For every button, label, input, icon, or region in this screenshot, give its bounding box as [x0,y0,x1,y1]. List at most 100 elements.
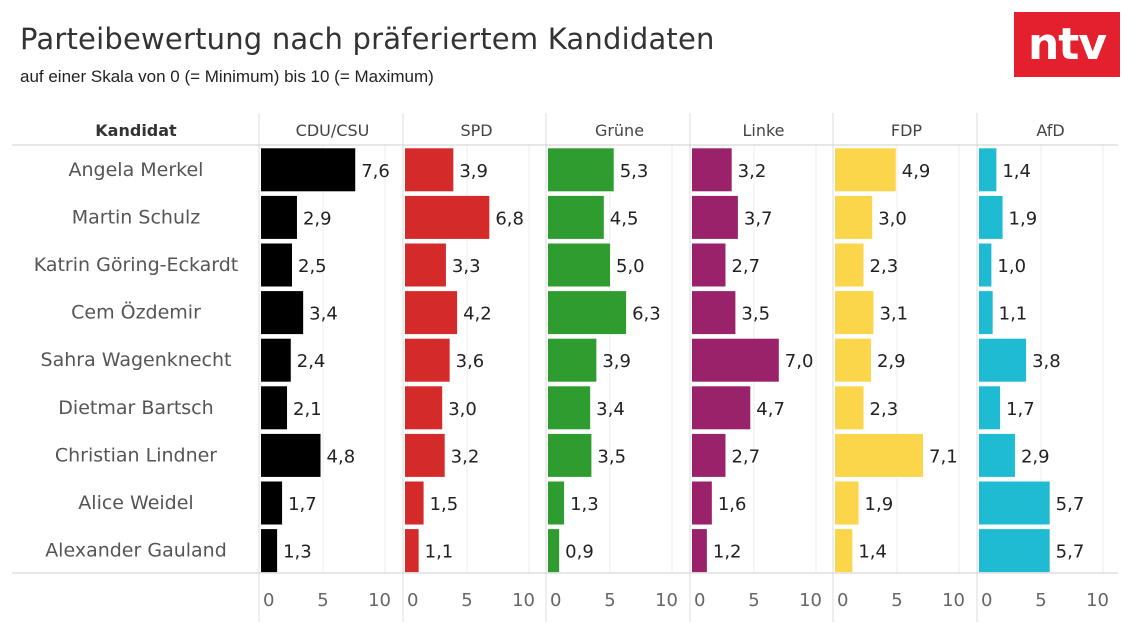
value-label-spd-7: 3,2 [451,446,480,467]
tick-label-afd-0: 0 [981,590,992,611]
bar-fdp-2 [835,195,873,239]
bar-cducsu-9 [261,529,278,573]
bar-afd-6 [979,386,1001,430]
value-label-spd-6: 3,0 [448,399,477,420]
value-label-fdp-1: 4,9 [902,161,931,182]
value-label-grne-5: 3,9 [602,351,631,372]
tick-label-linke-0: 0 [694,590,705,611]
tick-label-linke-10: 10 [799,590,822,611]
value-label-afd-9: 5,7 [1056,542,1085,563]
tick-label-fdp-5: 5 [891,590,902,611]
bar-grne-7 [548,433,592,477]
value-label-fdp-4: 3,1 [879,304,908,325]
bar-afd-1 [979,148,997,192]
bar-afd-9 [979,529,1050,573]
bar-spd-7 [405,433,445,477]
value-label-grne-1: 5,3 [620,161,649,182]
value-label-afd-5: 3,8 [1032,351,1061,372]
bar-linke-3 [692,243,726,287]
bar-linke-7 [692,433,726,477]
chart-title: Parteibewertung nach präferiertem Kandid… [20,22,715,56]
bar-afd-2 [979,195,1003,239]
bar-linke-2 [692,195,738,239]
bar-afd-3 [979,243,992,287]
value-label-cducsu-7: 4,8 [327,446,356,467]
value-label-afd-4: 1,1 [999,304,1028,325]
category-label: Katrin Göring-Eckardt [34,254,239,276]
bar-spd-8 [405,481,424,525]
bar-grne-8 [548,481,565,525]
bar-linke-8 [692,481,712,525]
value-label-linke-4: 3,5 [741,304,770,325]
bar-linke-4 [692,291,736,335]
category-label: Martin Schulz [72,206,201,228]
tick-label-cducsu-0: 0 [263,590,274,611]
value-label-cducsu-9: 1,3 [283,542,312,563]
value-label-afd-2: 1,9 [1009,208,1038,229]
value-label-linke-2: 3,7 [744,208,773,229]
value-label-cducsu-5: 2,4 [297,351,326,372]
tick-label-cducsu-5: 5 [317,590,328,611]
bar-cducsu-1 [261,148,356,192]
value-label-afd-6: 1,7 [1006,399,1035,420]
bar-grne-9 [548,529,560,573]
value-label-grne-6: 3,4 [596,399,625,420]
value-label-spd-5: 3,6 [456,351,485,372]
value-label-cducsu-8: 1,7 [288,494,317,515]
category-label: Angela Merkel [69,159,204,181]
bar-afd-4 [979,291,993,335]
value-label-fdp-8: 1,9 [865,494,894,515]
row-header: Kandidat [95,121,177,140]
value-label-spd-4: 4,2 [463,304,492,325]
value-label-fdp-3: 2,3 [870,256,899,277]
bar-cducsu-4 [261,291,304,335]
bar-spd-3 [405,243,446,287]
chart-subtitle: auf einer Skala von 0 (= Minimum) bis 10… [20,67,434,86]
bar-cducsu-2 [261,195,297,239]
tick-label-grne-0: 0 [550,590,561,611]
category-label: Dietmar Bartsch [58,397,213,419]
panel-header-afd: AfD [1036,121,1064,140]
value-label-linke-9: 1,2 [713,542,742,563]
bar-cducsu-3 [261,243,292,287]
bar-spd-2 [405,195,490,239]
bar-linke-1 [692,148,732,192]
value-label-fdp-7: 7,1 [929,446,958,467]
value-label-spd-8: 1,5 [430,494,459,515]
bar-afd-7 [979,433,1015,477]
value-label-grne-2: 4,5 [610,208,639,229]
bar-afd-8 [979,481,1050,525]
bar-cducsu-7 [261,433,321,477]
value-label-spd-9: 1,1 [425,542,454,563]
bar-fdp-1 [835,148,896,192]
value-label-linke-8: 1,6 [718,494,747,515]
tick-label-spd-10: 10 [512,590,535,611]
value-label-cducsu-2: 2,9 [303,208,332,229]
value-label-fdp-5: 2,9 [877,351,906,372]
bar-spd-4 [405,291,458,335]
panel-header-linke: Linke [742,121,784,140]
bar-cducsu-5 [261,338,291,382]
category-label: Sahra Wagenknecht [41,349,232,371]
bar-fdp-5 [835,338,871,382]
bar-grne-1 [548,148,614,192]
bar-grne-3 [548,243,610,287]
value-label-grne-7: 3,5 [597,446,626,467]
tick-label-linke-5: 5 [748,590,759,611]
bar-spd-6 [405,386,443,430]
bar-cducsu-6 [261,386,288,430]
value-label-grne-3: 5,0 [616,256,645,277]
value-label-linke-1: 3,2 [738,161,767,182]
bar-fdp-6 [835,386,864,430]
value-label-fdp-9: 1,4 [858,542,887,563]
category-label: Cem Özdemir [71,301,201,324]
value-label-linke-7: 2,7 [731,446,760,467]
tick-label-afd-5: 5 [1035,590,1046,611]
value-label-linke-3: 2,7 [731,256,760,277]
value-label-cducsu-1: 7,6 [361,161,390,182]
value-label-grne-9: 0,9 [565,542,594,563]
tick-label-spd-5: 5 [461,590,472,611]
value-label-spd-3: 3,3 [452,256,481,277]
value-label-fdp-6: 2,3 [870,399,899,420]
tick-label-spd-0: 0 [407,590,418,611]
